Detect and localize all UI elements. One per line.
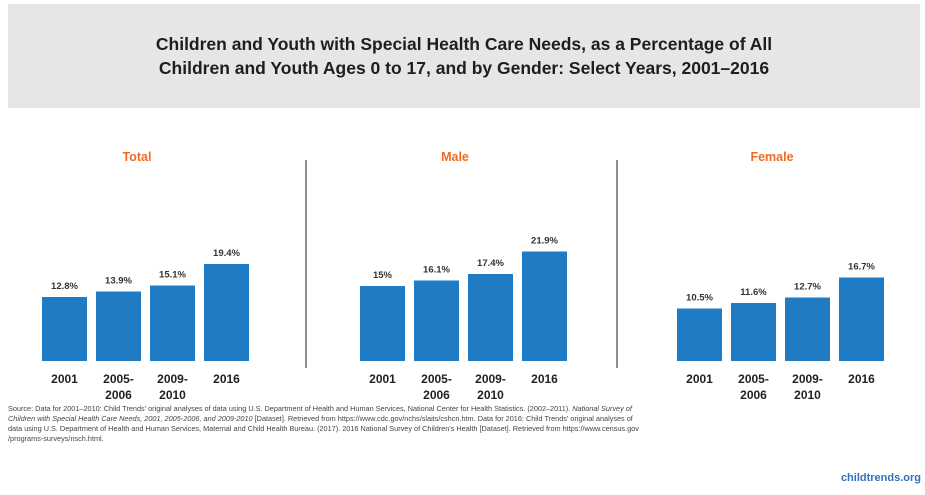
category-label-total-1: 2001 (51, 372, 78, 386)
panel-title-female: Female (750, 150, 793, 164)
bar-total-4 (204, 264, 249, 361)
value-label-male-4: 21.9% (531, 236, 558, 247)
source-line-1: Source: Data for 2001–2010: Child Trends… (8, 404, 922, 414)
category-label-total-3: 2009-2010 (157, 372, 188, 400)
value-label-male-1: 15% (373, 270, 393, 281)
value-label-male-2: 16.1% (423, 265, 450, 276)
category-label-total-4: 2016 (213, 372, 240, 386)
chart-title-line-1: Children and Youth with Special Health C… (155, 34, 773, 54)
value-label-female-3: 12.7% (794, 282, 821, 293)
value-label-total-2: 13.9% (105, 276, 132, 287)
bar-female-3 (785, 297, 830, 361)
panel-title-total: Total (123, 150, 152, 164)
category-label-male-4: 2016 (531, 372, 558, 386)
bar-female-1 (677, 308, 722, 361)
source-line-2-italic: Children with Special Health Care Needs,… (8, 414, 253, 423)
category-label-female-2: 2005-2006 (738, 372, 769, 400)
bar-charts: Total 12.8% 2001 13.9% 2005-2006 15.1% 2009-20… (42, 150, 884, 400)
bar-female-2 (731, 303, 776, 361)
value-label-total-3: 15.1% (159, 270, 186, 281)
value-label-female-1: 10.5% (686, 293, 713, 304)
category-label-female-4: 2016 (848, 372, 875, 386)
category-label-female-3: 2009-2010 (792, 372, 823, 400)
value-label-female-4: 16.7% (848, 262, 875, 273)
source-note: Source: Data for 2001–2010: Child Trends… (8, 404, 922, 444)
bar-female-4 (839, 277, 884, 361)
source-line-1-italic: National Survey of (572, 404, 632, 413)
chart-header: Children and Youth with Special Health C… (8, 4, 920, 108)
bar-male-1 (360, 286, 405, 361)
source-line-4: /programs-surveys/nsch.html. (8, 434, 104, 443)
bar-total-1 (42, 297, 87, 361)
value-label-female-2: 11.6% (740, 287, 767, 298)
bar-total-2 (96, 291, 141, 361)
brand-link[interactable]: childtrends.org (840, 472, 921, 484)
bar-male-4 (522, 251, 567, 361)
chart-title-line-2: Children and Youth Ages 0 to 17, and by … (158, 58, 770, 78)
category-label-female-1: 2001 (686, 372, 713, 386)
bar-male-3 (468, 274, 513, 361)
source-line-1-text: Source: Data for 2001–2010: Child Trends… (8, 404, 573, 413)
bar-total-3 (150, 285, 195, 361)
value-label-total-1: 12.8% (51, 281, 78, 292)
category-label-male-2: 2005-2006 (421, 372, 452, 400)
value-label-male-3: 17.4% (477, 258, 504, 269)
source-line-2-text: [Dataset]. Retrieved from https://www.cd… (252, 414, 633, 423)
category-label-male-3: 2009-2010 (475, 372, 506, 400)
category-label-total-2: 2005-2006 (103, 372, 134, 400)
source-line-3: data using U.S. Department of Health and… (8, 424, 639, 433)
panel-title-male: Male (441, 150, 469, 164)
source-line-2: Children with Special Health Care Needs,… (8, 414, 922, 424)
category-label-male-1: 2001 (369, 372, 396, 386)
bar-male-2 (414, 280, 459, 361)
value-label-total-4: 19.4% (213, 248, 240, 259)
